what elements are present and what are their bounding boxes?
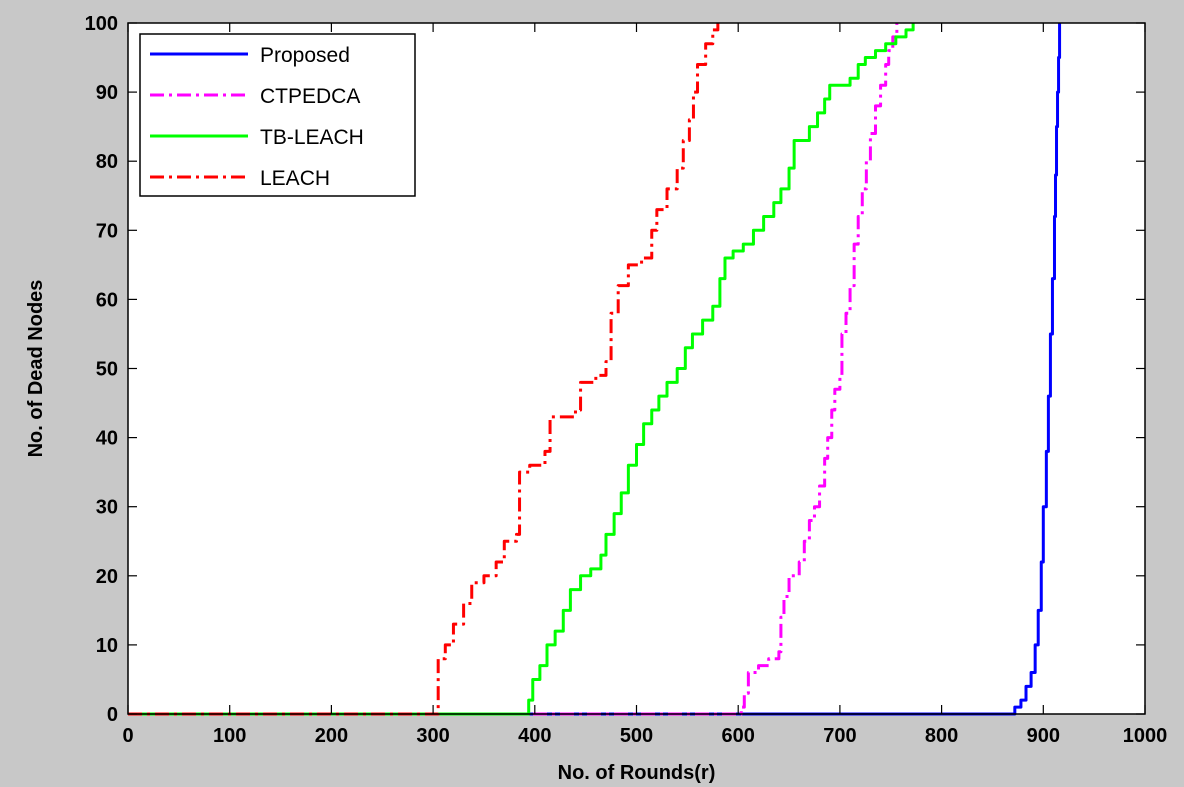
legend-label: CTPEDCA bbox=[260, 85, 360, 108]
y-tick-label: 90 bbox=[96, 82, 118, 104]
y-axis-title: No. of Dead Nodes bbox=[25, 280, 47, 458]
legend-label: LEACH bbox=[260, 167, 330, 190]
series-line-leach bbox=[128, 23, 720, 716]
x-tick-label: 1000 bbox=[1123, 725, 1168, 747]
y-tick-label: 10 bbox=[96, 635, 118, 657]
y-tick-label: 70 bbox=[96, 220, 118, 242]
x-tick-label: 800 bbox=[925, 725, 958, 747]
y-tick-label: 20 bbox=[96, 566, 118, 588]
x-tick-label: 500 bbox=[620, 725, 653, 747]
y-tick-label: 60 bbox=[96, 289, 118, 311]
legend-label: TB-LEACH bbox=[260, 126, 364, 149]
x-tick-label: 400 bbox=[518, 725, 551, 747]
x-tick-label: 900 bbox=[1027, 725, 1060, 747]
x-tick-label: 600 bbox=[722, 725, 755, 747]
series-line-tb-leach bbox=[128, 23, 915, 716]
x-tick-label: 200 bbox=[315, 725, 348, 747]
y-tick-label: 40 bbox=[96, 428, 118, 450]
y-tick-label: 80 bbox=[96, 151, 118, 173]
series-line-ctpedca bbox=[128, 23, 899, 716]
x-tick-label: 100 bbox=[213, 725, 246, 747]
x-tick-label: 700 bbox=[823, 725, 856, 747]
y-tick-label: 30 bbox=[96, 497, 118, 519]
x-axis-title: No. of Rounds(r) bbox=[558, 762, 716, 784]
y-tick-label: 0 bbox=[107, 704, 118, 726]
legend-label: Proposed bbox=[260, 44, 350, 67]
x-tick-label: 0 bbox=[122, 725, 133, 747]
series-line-proposed bbox=[128, 23, 1062, 716]
y-tick-label: 50 bbox=[96, 359, 118, 381]
legend: Proposed CTPEDCA TB-LEACH LEACH bbox=[139, 33, 416, 197]
x-tick-label: 300 bbox=[416, 725, 449, 747]
y-tick-label: 100 bbox=[85, 13, 118, 35]
legend-box bbox=[139, 33, 416, 197]
ticks-layer: 0 100 200 300 400 500 600 700 800 900 1000 0 10 20 30 4… bbox=[85, 13, 1168, 747]
series-layer bbox=[128, 23, 1062, 716]
